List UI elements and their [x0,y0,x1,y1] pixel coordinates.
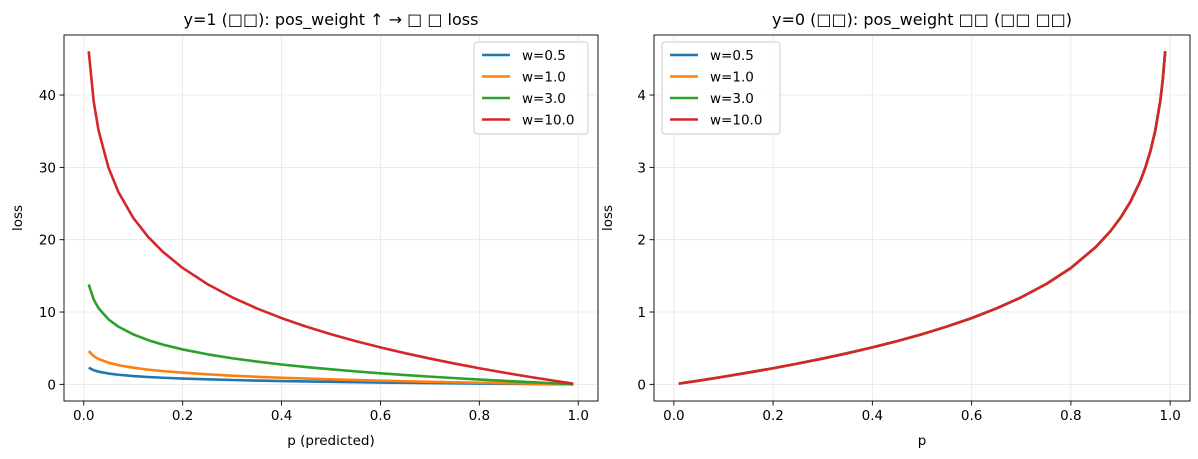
y-tick-label: 20 [39,233,56,249]
y-tick-label: 0 [47,377,56,393]
series-line-w-3-0 [87,284,574,386]
x-tick-label: 0.6 [961,408,982,424]
legend-entry-label: w=0.5 [522,48,566,64]
y-axis-label: loss [10,205,26,231]
y-tick-label: 2 [637,233,646,249]
series-line-w-10-0 [87,51,574,385]
y-tick-label: 0 [637,377,646,393]
y-tick-label: 40 [39,88,56,104]
series-line-w-1-0 [87,350,574,386]
x-tick-label: 0.2 [762,408,783,424]
legend-entry-label: w=3.0 [522,91,566,107]
legend-entry-label: w=1.0 [522,70,566,86]
x-tick-label: 1.0 [1159,408,1180,424]
legend-entry-label: w=1.0 [710,70,754,86]
chart-panel-1: 0.0 0.2 0.4 0.6 0.8 1.0 0 10 20 30 40 y=1 (□□): pos… [10,10,599,449]
legend: w=0.5 w=1.0 w=3.0 w=10.0 [473,41,589,135]
x-tick-label: 0.4 [271,408,292,424]
y-tick-label: 30 [39,160,56,176]
x-axis-label: p (predicted) [287,433,374,449]
x-tick-label: 0.0 [663,408,684,424]
series-group [678,51,1167,385]
y-axis-label: loss [600,205,616,231]
legend-box [661,41,781,135]
legend-entry-label: w=10.0 [522,113,574,129]
chart-title: y=0 (□□): pos_weight □□ (□□ □□) [772,10,1072,30]
axes-frame [63,34,599,402]
legend-entry-label: w=10.0 [710,113,762,129]
x-axis-label: p [918,433,927,449]
legend-entry-label: w=3.0 [710,91,754,107]
x-tick-label: 0.4 [862,408,883,424]
x-tick-label: 1.0 [567,408,588,424]
y-tick-label: 1 [637,305,646,321]
y-tick-label: 10 [39,305,56,321]
axes-frame [653,34,1191,402]
chart-panel-2: 0.0 0.2 0.4 0.6 0.8 1.0 0 1 2 3 4 y=0 (□□): pos_wei… [600,10,1191,449]
y-tick-label: 3 [637,160,646,176]
x-tick-label: 0.2 [172,408,193,424]
legend-entry-label: w=0.5 [710,48,754,64]
series-line-w-10-0 [678,51,1167,385]
legend-box [473,41,589,135]
x-tick-label: 0.8 [469,408,490,424]
y-tick-label: 4 [637,88,646,104]
x-tick-label: 0.0 [73,408,94,424]
chart-title: y=1 (□□): pos_weight ↑ → □ □ loss [184,10,479,30]
series-group [87,51,574,386]
x-tick-label: 0.8 [1060,408,1081,424]
legend: w=0.5 w=1.0 w=3.0 w=10.0 [661,41,781,135]
x-tick-label: 0.6 [370,408,391,424]
